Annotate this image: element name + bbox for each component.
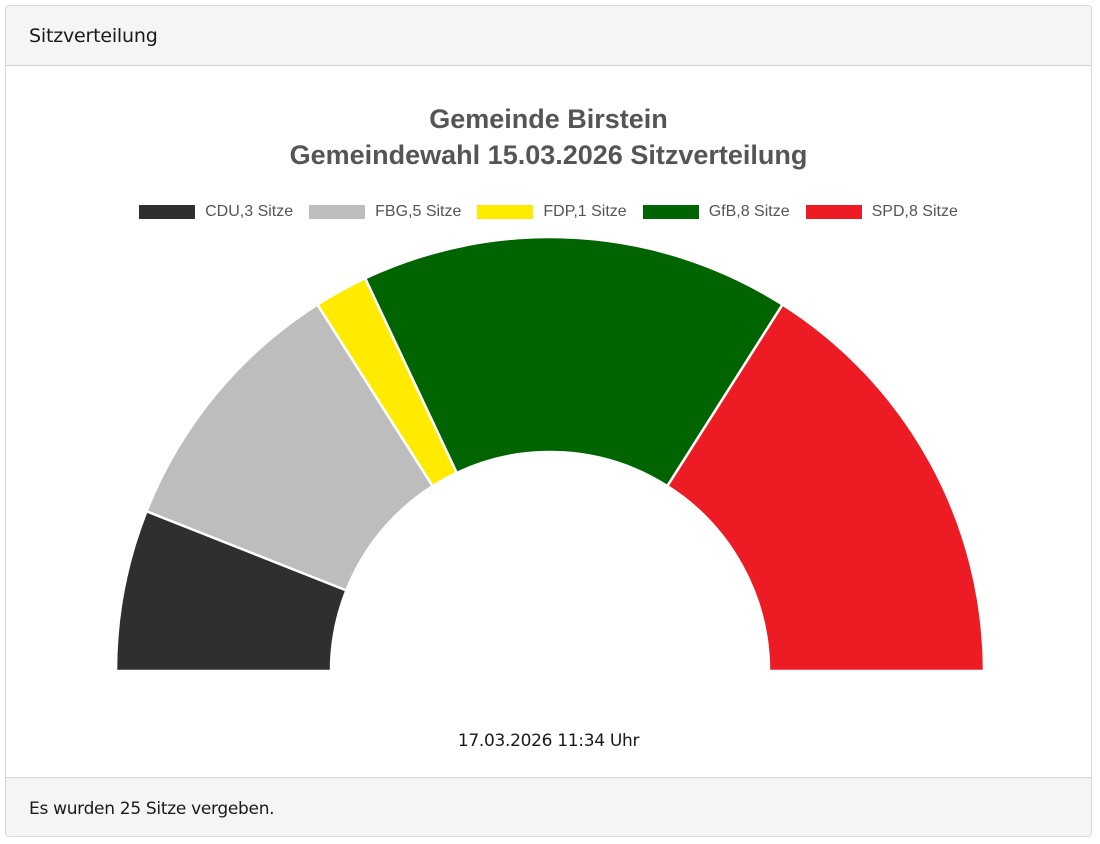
- chart-legend: CDU,3 Sitze FBG,5 Sitze FDP,1 Sitze GfB,…: [6, 203, 1091, 221]
- chart-title: Gemeinde Birstein: [429, 104, 668, 134]
- seat-distribution-card: Sitzverteilung Gemeinde Birstein Gemeind…: [5, 5, 1092, 837]
- card-title: Sitzverteilung: [29, 25, 158, 47]
- seat-segment-spd[interactable]: [666, 303, 986, 673]
- legend-swatch: [309, 205, 366, 219]
- card-header: Sitzverteilung: [6, 6, 1091, 66]
- chart-timestamp: 17.03.2026 11:34 Uhr: [457, 731, 640, 751]
- legend-item-spd[interactable]: SPD,8 Sitze: [805, 203, 958, 221]
- legend-label: SPD,8 Sitze: [871, 203, 958, 220]
- legend-label: GfB,8 Sitze: [708, 203, 790, 220]
- legend-item-fbg[interactable]: FBG,5 Sitze: [309, 203, 461, 221]
- legend-item-fdp[interactable]: FDP,1 Sitze: [477, 203, 627, 221]
- legend-swatch: [642, 205, 699, 219]
- seats-summary: Es wurden 25 Sitze vergeben.: [29, 799, 275, 819]
- legend-label: FDP,1 Sitze: [543, 203, 627, 220]
- legend-label: FBG,5 Sitze: [375, 203, 462, 220]
- legend-item-cdu[interactable]: CDU,3 Sitze: [139, 203, 293, 221]
- chart-subtitle: Gemeindewahl 15.03.2026 Sitzverteilung: [289, 140, 808, 170]
- legend-swatch: [139, 205, 196, 219]
- legend-item-gfb[interactable]: GfB,8 Sitze: [642, 203, 790, 221]
- legend-swatch: [805, 205, 862, 219]
- legend-label: CDU,3 Sitze: [205, 203, 294, 220]
- card-footer: Es wurden 25 Sitze vergeben.: [6, 777, 1091, 836]
- seat-distribution-chart: [114, 235, 986, 673]
- seat-segment-gfb[interactable]: [363, 235, 784, 488]
- legend-swatch: [477, 205, 534, 219]
